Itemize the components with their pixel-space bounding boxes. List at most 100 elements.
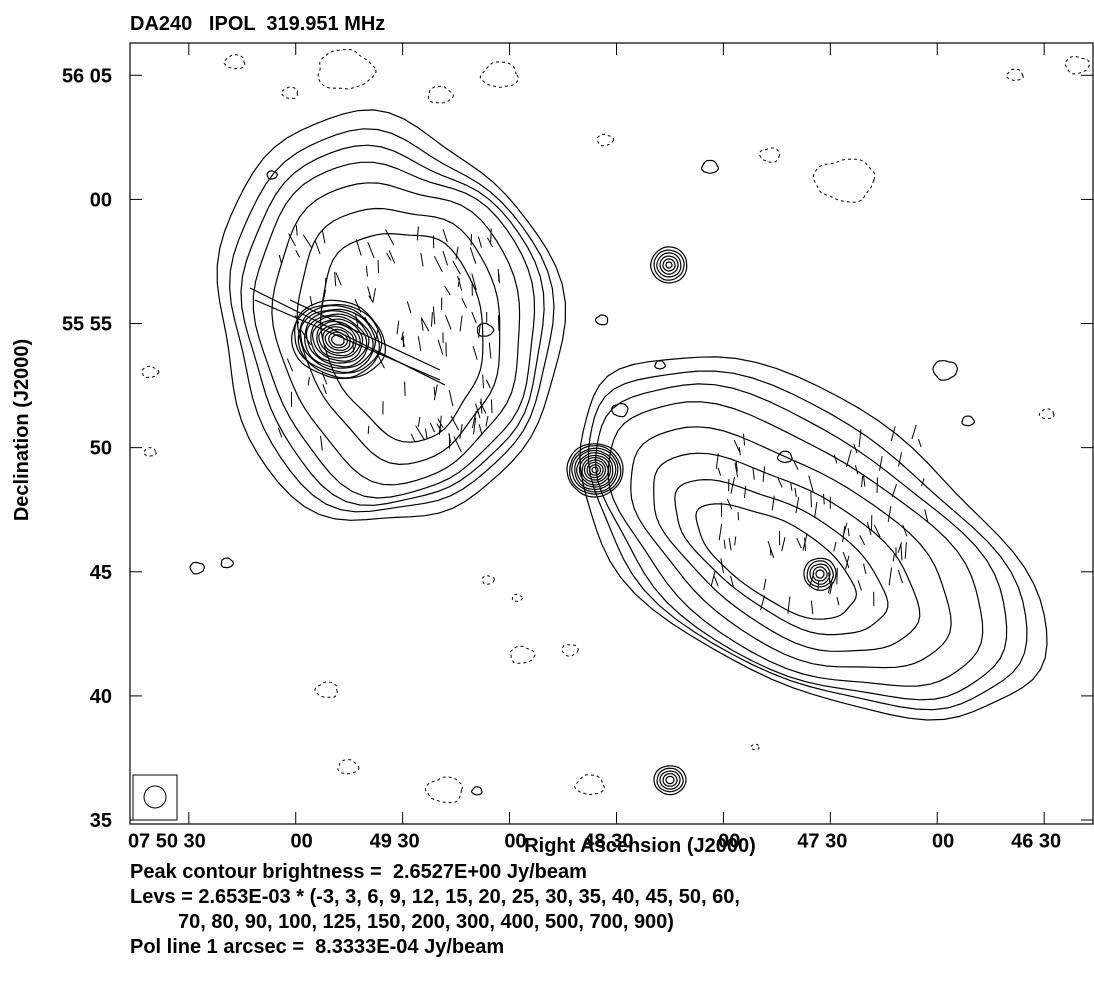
contour bbox=[597, 134, 614, 145]
pol-vector bbox=[470, 247, 475, 263]
pol-vector bbox=[711, 571, 715, 586]
pol-vector bbox=[386, 230, 394, 245]
contour bbox=[962, 416, 975, 426]
contour bbox=[562, 645, 578, 656]
contour bbox=[596, 315, 608, 325]
contour bbox=[654, 250, 684, 280]
contour bbox=[224, 55, 245, 69]
pol-vector bbox=[322, 230, 325, 243]
x-tick-label: 00 bbox=[290, 831, 312, 853]
contour bbox=[751, 744, 759, 750]
pol-vector bbox=[486, 416, 488, 427]
pol-vector bbox=[433, 307, 434, 325]
contour bbox=[654, 766, 686, 795]
pol-vector bbox=[753, 467, 754, 479]
x-tick-label: 00 bbox=[718, 831, 740, 853]
pol-vector bbox=[714, 576, 718, 586]
pol-vector bbox=[449, 390, 453, 406]
contour bbox=[582, 458, 608, 483]
contour bbox=[663, 259, 675, 271]
pol-vector bbox=[912, 425, 916, 439]
beam bbox=[144, 786, 166, 808]
pol-vector bbox=[411, 434, 415, 443]
contour bbox=[702, 161, 719, 174]
pol-vector bbox=[416, 426, 425, 440]
pol-vector bbox=[366, 266, 367, 276]
pol-vector bbox=[834, 542, 836, 552]
pol-vector bbox=[898, 570, 902, 583]
pol-vector bbox=[321, 436, 323, 451]
pol-vector bbox=[498, 269, 499, 281]
pol-vector bbox=[729, 538, 731, 550]
annotation: 70, 80, 90, 100, 125, 150, 200, 300, 400… bbox=[178, 911, 674, 933]
annotation: Peak contour brightness = 2.6527E+00 Jy/… bbox=[130, 861, 587, 883]
pol-vector bbox=[797, 538, 802, 548]
contour bbox=[512, 594, 522, 601]
pol-vector bbox=[431, 312, 432, 327]
y-tick-label: 35 bbox=[90, 810, 112, 832]
pol-vector bbox=[491, 229, 492, 243]
pol-vector bbox=[880, 456, 883, 471]
pol-vector bbox=[905, 542, 906, 558]
contour bbox=[315, 682, 337, 698]
pol-vector bbox=[310, 296, 312, 306]
y-tick-label: 45 bbox=[90, 562, 112, 584]
pol-vector bbox=[296, 225, 297, 235]
pol-vector bbox=[735, 537, 736, 546]
contour bbox=[318, 49, 376, 89]
y-tick-label: 00 bbox=[90, 189, 112, 211]
pol-vector bbox=[460, 316, 462, 332]
pol-vector bbox=[811, 601, 813, 614]
contour bbox=[663, 774, 677, 787]
contour bbox=[281, 87, 297, 98]
y-tick-label: 50 bbox=[90, 438, 112, 460]
x-tick-label: 46 30 bbox=[1011, 831, 1061, 853]
contour bbox=[1039, 409, 1054, 419]
contour bbox=[612, 404, 628, 417]
pol-vector bbox=[763, 466, 765, 481]
contour bbox=[143, 448, 156, 457]
pol-vector bbox=[308, 377, 309, 385]
pol-vector bbox=[491, 399, 492, 413]
contour bbox=[666, 776, 674, 783]
pol-vector bbox=[782, 537, 785, 551]
pol-vector bbox=[434, 256, 442, 272]
contour bbox=[428, 86, 453, 103]
contour bbox=[323, 327, 354, 353]
plot-frame bbox=[130, 43, 1093, 824]
pol-vector bbox=[893, 553, 894, 561]
x-tick-label: 48 30 bbox=[583, 831, 633, 853]
pol-vector bbox=[315, 240, 320, 254]
pol-vector bbox=[889, 568, 891, 586]
y-tick-label: 40 bbox=[90, 686, 112, 708]
pol-vector bbox=[846, 450, 851, 467]
contour bbox=[253, 162, 534, 498]
pol-vector bbox=[815, 502, 817, 517]
pol-vector bbox=[809, 476, 813, 492]
contour bbox=[480, 62, 518, 87]
pol-vector bbox=[843, 526, 845, 542]
pol-vector bbox=[837, 568, 838, 585]
contour bbox=[511, 646, 536, 663]
pol-vector bbox=[389, 250, 394, 263]
contour bbox=[592, 467, 598, 473]
pol-vector bbox=[734, 440, 739, 452]
pol-vector bbox=[764, 579, 766, 590]
pol-vector bbox=[289, 233, 296, 246]
pol-vector bbox=[439, 425, 440, 435]
pol-vector bbox=[462, 298, 467, 308]
pol-vector bbox=[325, 278, 326, 287]
pol-vector bbox=[864, 476, 865, 487]
pol-vector bbox=[335, 272, 336, 286]
pol-vector bbox=[791, 483, 792, 491]
pol-vector bbox=[862, 476, 863, 487]
annotation: Levs = 2.653E-03 * (-3, 3, 6, 9, 12, 15,… bbox=[130, 886, 740, 908]
pol-vector bbox=[430, 423, 434, 432]
pol-vector bbox=[322, 373, 327, 385]
x-tick-label: 47 30 bbox=[797, 831, 847, 853]
pol-vector bbox=[891, 426, 895, 441]
pol-vector bbox=[473, 346, 477, 360]
pol-vector bbox=[445, 315, 451, 329]
pol-vector bbox=[368, 242, 374, 258]
chart-title: DA240 IPOL 319.951 MHz bbox=[130, 13, 385, 35]
